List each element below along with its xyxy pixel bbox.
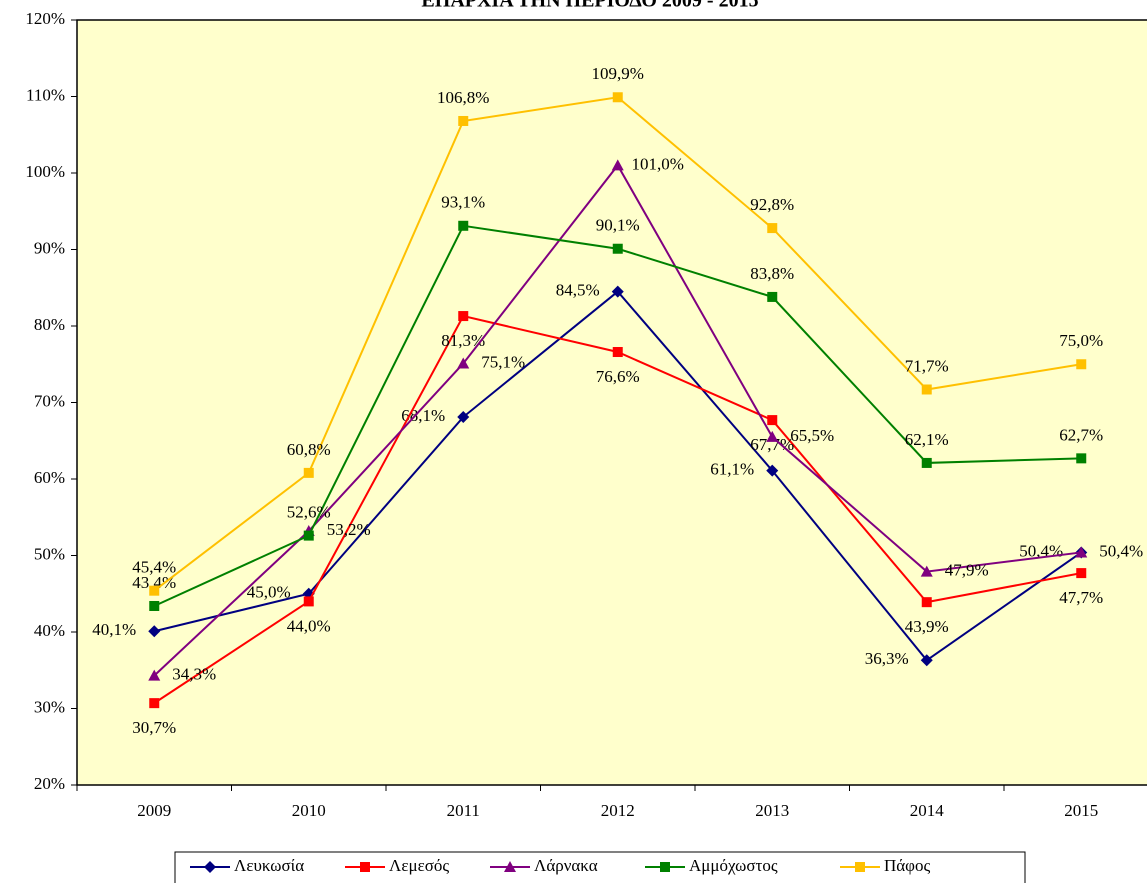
y-tick-label: 20% (34, 774, 65, 793)
data-label: 45,4% (132, 558, 176, 577)
marker (920, 654, 933, 667)
marker (148, 669, 161, 681)
data-label: 92,8% (750, 195, 794, 214)
marker (921, 457, 932, 468)
y-tick-label: 80% (34, 315, 65, 334)
marker (767, 291, 778, 302)
data-label: 36,3% (865, 649, 909, 668)
x-tick-label: 2012 (601, 801, 635, 820)
marker (149, 698, 160, 709)
data-label: 45,0% (247, 583, 291, 602)
marker (855, 862, 865, 872)
x-tick-label: 2014 (910, 801, 945, 820)
data-label: 76,6% (596, 367, 640, 386)
data-label: 75,0% (1059, 331, 1103, 350)
y-tick-label: 50% (34, 544, 65, 563)
data-label: 62,7% (1059, 425, 1103, 444)
marker (303, 530, 314, 541)
data-label: 44,0% (287, 616, 331, 635)
data-label: 47,9% (945, 560, 989, 579)
marker (612, 92, 623, 103)
data-label: 65,5% (790, 426, 834, 445)
marker (920, 565, 933, 577)
data-label: 61,1% (710, 459, 754, 478)
marker (204, 861, 216, 873)
data-label: 83,8% (750, 264, 794, 283)
marker (303, 467, 314, 478)
marker (612, 347, 623, 358)
legend-label: Αμμόχωστος (689, 856, 778, 875)
plot-area (76, 19, 1147, 786)
data-label: 53,2% (327, 520, 371, 539)
marker (1076, 359, 1087, 370)
data-label: 71,7% (905, 356, 949, 375)
x-tick-label: 2015 (1064, 801, 1098, 820)
y-tick-label: 40% (34, 621, 65, 640)
data-label: 43,4% (132, 573, 176, 592)
marker (149, 585, 160, 596)
marker (1075, 546, 1088, 558)
marker (660, 862, 670, 872)
legend-label: Πάφος (884, 856, 930, 875)
marker (458, 115, 469, 126)
data-label: 81,3% (441, 331, 485, 350)
y-tick-label: 70% (34, 391, 65, 410)
legend-box (174, 851, 1026, 883)
marker (457, 411, 470, 424)
marker (504, 861, 516, 872)
marker (149, 600, 160, 611)
data-label: 60,8% (287, 440, 331, 459)
data-label: 93,1% (441, 193, 485, 212)
data-label: 84,5% (556, 280, 600, 299)
data-label: 109,9% (592, 64, 644, 83)
x-tick-label: 2011 (447, 801, 480, 820)
data-label: 50,4% (1099, 541, 1143, 560)
marker (612, 243, 623, 254)
data-label: 67,7% (750, 435, 794, 454)
data-label: 62,1% (905, 430, 949, 449)
marker (921, 384, 932, 395)
y-tick-label: 120% (25, 9, 65, 28)
marker (767, 223, 778, 234)
data-label: 34,3% (172, 665, 216, 684)
y-tick-label: 30% (34, 697, 65, 716)
data-label: 52,6% (287, 503, 331, 522)
y-tick-label: 110% (26, 85, 65, 104)
legend-label: Λεμεσός (389, 856, 449, 875)
marker (766, 464, 779, 477)
marker (303, 596, 314, 607)
legend-label: Λάρνακα (534, 856, 598, 875)
data-label: 75,1% (481, 352, 525, 371)
marker (360, 862, 370, 872)
marker (611, 159, 624, 171)
legend-label: Λευκωσία (234, 856, 304, 875)
y-tick-label: 90% (34, 238, 65, 257)
marker (766, 430, 779, 442)
chart-title: ΕΠΑΡΧΙΑ ΤΗΝ ΠΕΡΙΟΔΟ 2009 - 2015 (421, 0, 758, 12)
marker (921, 597, 932, 608)
data-label: 101,0% (632, 154, 684, 173)
marker (611, 285, 624, 298)
x-tick-label: 2009 (137, 801, 171, 820)
data-label: 47,7% (1059, 588, 1103, 607)
marker (767, 415, 778, 426)
marker (458, 220, 469, 231)
y-tick-label: 100% (25, 162, 65, 181)
data-label: 90,1% (596, 216, 640, 235)
data-label: 106,8% (437, 88, 489, 107)
x-tick-label: 2013 (755, 801, 789, 820)
marker (457, 357, 470, 369)
x-tick-label: 2010 (292, 801, 326, 820)
marker (458, 311, 469, 322)
marker (1076, 568, 1087, 579)
marker (148, 625, 161, 638)
data-label: 43,9% (905, 617, 949, 636)
data-label: 30,7% (132, 718, 176, 737)
y-tick-label: 60% (34, 468, 65, 487)
data-label: 40,1% (92, 620, 136, 639)
marker (1076, 453, 1087, 464)
